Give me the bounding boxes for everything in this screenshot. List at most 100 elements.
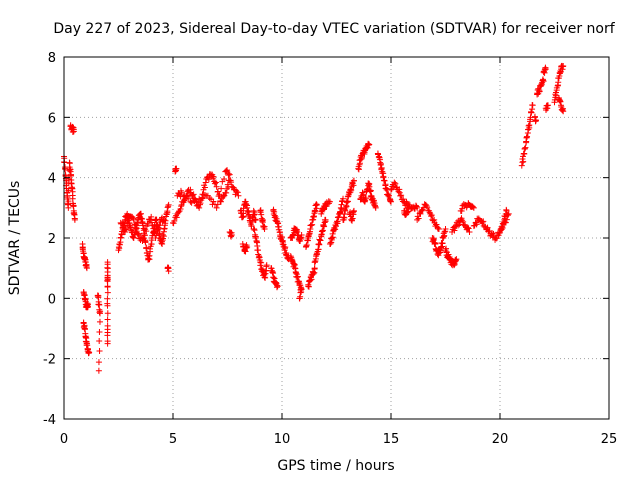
data-point — [315, 246, 322, 253]
data-point — [202, 179, 209, 186]
data-point — [147, 248, 154, 255]
data-point — [96, 348, 103, 355]
data-point — [244, 244, 251, 251]
data-point — [303, 243, 310, 250]
data-point — [240, 205, 247, 212]
data-point — [350, 207, 357, 214]
data-point — [95, 367, 102, 374]
data-point — [201, 191, 208, 198]
data-point — [161, 216, 168, 223]
data-point — [173, 165, 180, 172]
data-point — [337, 208, 344, 215]
data-point — [433, 221, 440, 228]
data-point — [189, 192, 196, 199]
data-point — [560, 63, 567, 70]
data-point — [500, 221, 507, 228]
data-point — [212, 179, 219, 186]
data-point — [542, 66, 549, 73]
data-point — [165, 201, 172, 208]
data-point — [178, 203, 185, 210]
data-point — [156, 222, 163, 229]
data-point — [213, 183, 220, 190]
y-tick-label: -2 — [43, 353, 56, 368]
data-point — [255, 251, 262, 258]
data-point — [307, 222, 314, 229]
data-point — [453, 256, 460, 263]
data-point — [104, 289, 111, 296]
data-point — [392, 180, 399, 187]
data-point — [171, 218, 178, 225]
data-point — [560, 108, 567, 115]
data-point — [158, 240, 165, 247]
data-point — [68, 184, 75, 191]
data-point — [185, 195, 192, 202]
data-point — [350, 177, 357, 184]
data-point — [225, 170, 232, 177]
data-point — [148, 213, 155, 220]
data-point — [418, 207, 425, 214]
data-point — [430, 236, 437, 243]
data-point — [84, 301, 91, 308]
y-tick-label: 2 — [48, 232, 56, 247]
data-point — [80, 289, 87, 296]
data-point — [388, 186, 394, 193]
data-point — [65, 187, 72, 194]
data-point — [311, 259, 318, 266]
data-point — [240, 210, 247, 217]
data-point — [83, 265, 90, 272]
data-point — [104, 340, 111, 347]
data-point — [149, 222, 156, 229]
data-point — [145, 220, 152, 227]
data-point — [544, 102, 551, 109]
y-tick-label: 6 — [48, 111, 56, 126]
data-point — [544, 105, 551, 112]
data-point — [96, 318, 103, 325]
data-point — [311, 265, 318, 272]
data-point — [499, 225, 506, 232]
x-tick-label: 5 — [169, 432, 177, 447]
data-point — [214, 201, 221, 208]
data-point — [122, 226, 129, 233]
data-point — [104, 302, 111, 309]
data-point — [217, 198, 224, 205]
data-point — [519, 155, 526, 162]
data-point — [143, 228, 150, 235]
data-point — [378, 164, 385, 171]
y-tick-label: 4 — [48, 172, 56, 187]
data-point — [348, 187, 355, 194]
data-point — [213, 204, 220, 211]
data-point — [381, 177, 388, 184]
data-point — [133, 221, 140, 228]
data-point — [520, 158, 527, 165]
data-point — [104, 316, 111, 323]
data-point — [234, 189, 241, 196]
data-point — [297, 234, 304, 241]
data-point — [415, 215, 422, 222]
data-point — [470, 204, 477, 211]
data-point — [272, 279, 279, 286]
data-point — [319, 227, 326, 234]
data-point — [84, 345, 91, 352]
data-point — [502, 211, 509, 218]
data-point — [356, 160, 363, 167]
data-point — [557, 98, 564, 105]
data-point — [210, 173, 217, 180]
data-point — [211, 180, 218, 187]
data-point — [228, 179, 235, 186]
data-point — [465, 225, 472, 232]
data-point — [205, 176, 212, 183]
data-point — [316, 241, 323, 248]
data-point — [223, 189, 230, 196]
data-point — [338, 201, 345, 208]
data-point — [177, 205, 184, 212]
data-point — [310, 270, 317, 277]
data-point — [123, 225, 130, 232]
data-point — [178, 189, 185, 196]
data-point — [398, 192, 405, 199]
data-point — [259, 266, 266, 273]
data-point — [296, 295, 303, 302]
data-point — [413, 203, 420, 210]
data-point — [464, 224, 471, 231]
data-point — [146, 252, 153, 259]
data-point — [187, 198, 194, 205]
